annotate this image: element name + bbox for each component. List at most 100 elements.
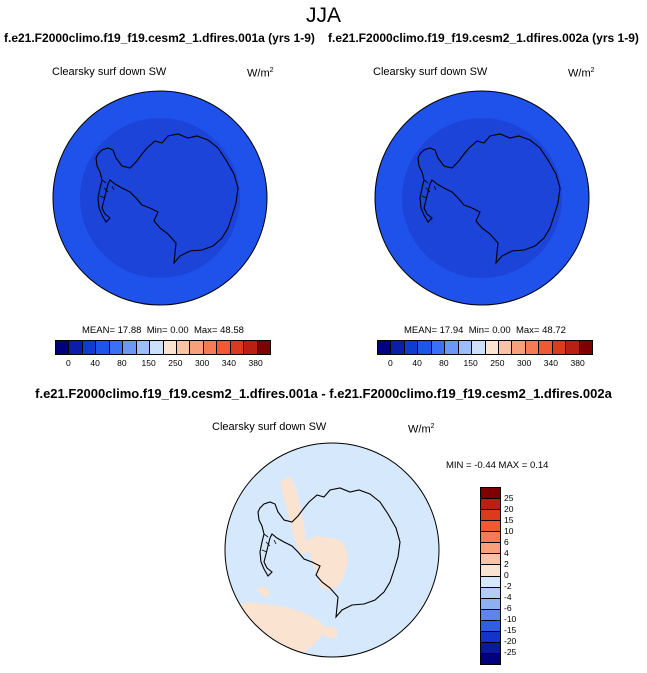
antarctica-coastline <box>417 133 561 265</box>
colorbar-tick-label: -20 <box>504 636 517 646</box>
diff-colorbar <box>480 487 501 665</box>
colorbar-tick-label: 25 <box>504 493 514 503</box>
colorbar-tick-label: 40 <box>412 358 422 368</box>
colorbar-tick-label: 2 <box>504 559 509 569</box>
antarctica-coastline <box>95 133 239 265</box>
colorbar-tick-label: 380 <box>248 358 263 368</box>
colorbar-swatch <box>481 598 500 610</box>
main-title: JJA <box>305 4 341 27</box>
colorbar-swatch <box>481 653 500 664</box>
colorbar-tick-label: 0 <box>504 570 509 580</box>
colorbar-tick-label: 300 <box>517 358 532 368</box>
colorbar-tick-label: -4 <box>504 592 512 602</box>
colorbar-tick-label: 150 <box>463 358 478 368</box>
colorbar-swatch <box>579 341 592 354</box>
colorbar-swatch <box>82 341 97 354</box>
colorbar-swatch <box>512 341 526 354</box>
colorbar-swatch <box>244 341 258 354</box>
colorbar-tick-label: 250 <box>490 358 505 368</box>
colorbar-swatch <box>485 341 499 354</box>
colorbar-swatch <box>481 587 500 599</box>
colorbar-swatch <box>472 341 486 354</box>
colorbar-tick-label: -15 <box>504 625 517 635</box>
colorbar-swatch <box>203 341 218 354</box>
colorbar-tick-label: -10 <box>504 614 517 624</box>
colorbar-swatch <box>69 341 83 354</box>
colorbar-swatch <box>150 341 164 354</box>
colorbar-swatch <box>566 341 580 354</box>
colorbar-tick-label: 380 <box>570 358 585 368</box>
colorbar-swatch <box>431 341 446 354</box>
colorbar-tick-label: 340 <box>221 358 236 368</box>
antarctica-coastline <box>257 487 401 619</box>
colorbar-tick-label: -2 <box>504 581 512 591</box>
colorbar-tick-label: 6 <box>504 537 509 547</box>
colorbar-swatch <box>481 499 500 511</box>
colorbar-tick-label: 300 <box>195 358 210 368</box>
colorbar-swatch <box>458 341 473 354</box>
panel-right-case-title: f.e21.F2000climo.f19_f19.cesm2_1.dfires.… <box>328 31 639 45</box>
colorbar-swatch <box>109 341 124 354</box>
colorbar-tick-label: 150 <box>141 358 156 368</box>
panel-right-variable-label: Clearsky surf down SW <box>373 66 488 78</box>
colorbar-swatch <box>539 341 553 354</box>
panel-left-colorbar-ticks: 0 40 80 150 250 300 340 380 <box>55 358 269 370</box>
panel-left-map <box>52 90 268 306</box>
colorbar-tick-label: -25 <box>504 647 517 657</box>
colorbar-swatch <box>481 642 500 654</box>
colorbar-tick-label: 340 <box>543 358 558 368</box>
colorbar-swatch <box>257 341 270 354</box>
panel-right-units: W/m2 <box>568 67 595 80</box>
colorbar-tick-label: -6 <box>504 603 512 613</box>
panel-left-stats: MEAN= 17.88 Min= 0.00 Max= 48.58 <box>82 325 244 336</box>
diff-colorbar-ticks: 25 20 15 10 6 4 2 0 -2 -4 -6 -10 -15 -20 -25 <box>504 487 534 663</box>
colorbar-swatch <box>481 554 500 566</box>
colorbar-tick-label: 80 <box>439 358 449 368</box>
colorbar-swatch <box>418 341 432 354</box>
panel-left-colorbar <box>55 340 271 355</box>
colorbar-swatch <box>176 341 191 354</box>
colorbar-swatch <box>481 609 500 621</box>
colorbar-swatch <box>481 521 500 533</box>
colorbar-swatch <box>552 341 567 354</box>
colorbar-swatch <box>481 488 500 500</box>
colorbar-swatch <box>217 341 231 354</box>
colorbar-swatch <box>123 341 137 354</box>
interior-region <box>80 118 240 278</box>
colorbar-swatch <box>481 631 500 643</box>
colorbar-swatch <box>481 543 500 555</box>
panel-left-units: W/m2 <box>247 67 274 80</box>
colorbar-swatch <box>136 341 151 354</box>
colorbar-swatch <box>163 341 177 354</box>
colorbar-swatch <box>481 510 500 522</box>
diff-units: W/m2 <box>408 423 435 436</box>
diff-title: f.e21.F2000climo.f19_f19.cesm2_1.dfires.… <box>35 386 612 401</box>
colorbar-tick-label: 250 <box>168 358 183 368</box>
colorbar-tick-label: 40 <box>90 358 100 368</box>
colorbar-tick-label: 0 <box>66 358 71 368</box>
colorbar-swatch <box>391 341 405 354</box>
colorbar-swatch <box>481 532 500 544</box>
colorbar-swatch <box>498 341 513 354</box>
diff-variable-label: Clearsky surf down SW <box>212 421 327 433</box>
panel-left-case-title: f.e21.F2000climo.f19_f19.cesm2_1.dfires.… <box>4 31 315 45</box>
colorbar-swatch <box>230 341 245 354</box>
colorbar-swatch <box>378 341 392 354</box>
diff-map <box>224 442 440 658</box>
diff-min-max: MIN = -0.44 MAX = 0.14 <box>446 460 549 471</box>
colorbar-swatch <box>481 565 500 577</box>
colorbar-tick-label: 4 <box>504 548 509 558</box>
interior-region <box>402 118 562 278</box>
colorbar-swatch <box>190 341 204 354</box>
colorbar-tick-label: 15 <box>504 515 514 525</box>
colorbar-tick-label: 0 <box>388 358 393 368</box>
colorbar-tick-label: 10 <box>504 526 514 536</box>
colorbar-swatch <box>445 341 459 354</box>
colorbar-tick-label: 20 <box>504 504 514 514</box>
colorbar-swatch <box>56 341 70 354</box>
colorbar-swatch <box>96 341 110 354</box>
colorbar-swatch <box>404 341 419 354</box>
colorbar-swatch <box>481 620 500 632</box>
panel-right-stats: MEAN= 17.94 Min= 0.00 Max= 48.72 <box>404 325 566 336</box>
colorbar-swatch <box>525 341 540 354</box>
